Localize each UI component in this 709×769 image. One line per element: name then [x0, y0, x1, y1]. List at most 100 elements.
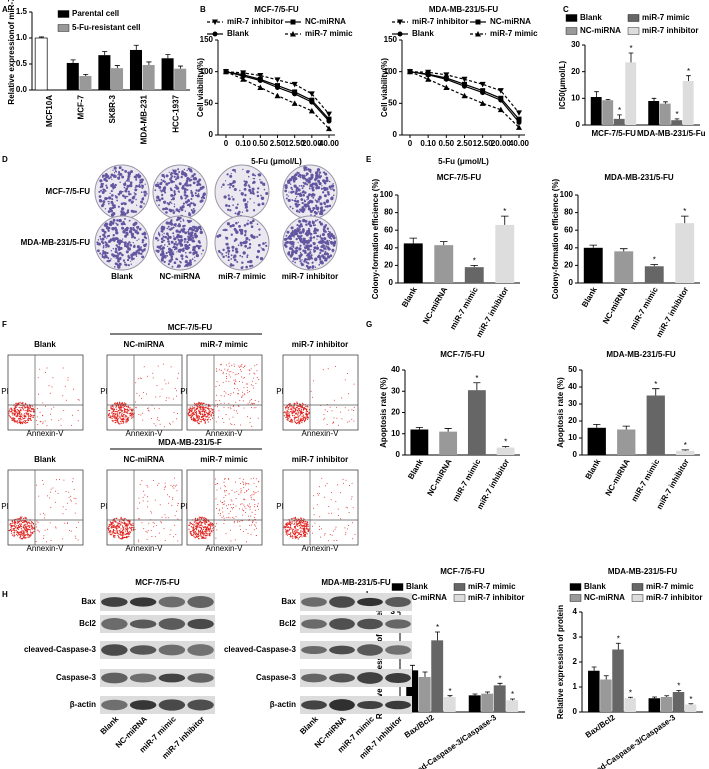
legend-label: miR-7 mimic [305, 29, 353, 38]
bar [66, 62, 79, 90]
band [101, 597, 128, 607]
y-tick-label: 0.0 [16, 85, 28, 94]
chart-title: MDA-MB-231/5-FU [429, 5, 499, 14]
legend-label: miR-7 mimic [468, 582, 516, 591]
y-tick-label: 50 [568, 365, 577, 374]
point [407, 68, 413, 75]
axis-label: PI [180, 502, 188, 511]
y-axis-label: Colony-formation efficience (%) [551, 178, 560, 299]
panel-label: D [2, 155, 8, 164]
y-tick-label: 4 [573, 607, 578, 616]
bar [646, 395, 665, 455]
bar [129, 49, 142, 90]
y-tick-label: 40 [568, 382, 577, 391]
x-tick-label: MCF-7/5-FU [592, 129, 637, 138]
colonies [154, 216, 205, 268]
row-label: MDA-MB-231/5-FU [21, 238, 91, 247]
bar [98, 55, 111, 90]
significance-marker: * [511, 690, 514, 699]
error-bar [500, 215, 509, 225]
y-tick-label: 100 [384, 67, 398, 76]
plot-title: Blank [34, 340, 56, 349]
point [275, 85, 280, 90]
error-bar [83, 74, 89, 76]
legend-label: miR-7 inhibitor [412, 17, 468, 26]
band [357, 700, 383, 710]
x-axis-label: 5-Fu (μmol/L) [251, 157, 302, 166]
error-bar [589, 244, 598, 248]
y-tick-label: 0 [576, 120, 581, 129]
band [129, 645, 157, 655]
error-bar [617, 114, 622, 119]
axis-label: Annexin-V [206, 429, 244, 438]
y-tick-label: 0 [393, 130, 398, 139]
column-label: miR-7 inhibitor [282, 272, 338, 281]
point [479, 81, 486, 88]
point [309, 99, 315, 105]
legend-label: Blank [227, 29, 249, 38]
axis-label: PI [180, 387, 188, 396]
chart-title: MDA-MB-231/5-FU [606, 350, 676, 359]
error-bar [686, 75, 691, 81]
x-tick-label: MDA-MB-231/5-Fu [637, 129, 706, 138]
point [257, 72, 264, 79]
x-tick-label: miR-7 inhibitor [654, 286, 690, 339]
x-tick-label: Blank [584, 457, 603, 481]
lane-label: Blank [298, 714, 320, 736]
band [385, 596, 411, 608]
bar [406, 670, 419, 712]
point [291, 81, 298, 88]
bar [588, 670, 600, 712]
events [8, 478, 79, 543]
error-bar [593, 424, 601, 428]
y-tick-label: 50 [388, 98, 397, 107]
band [385, 700, 411, 710]
blot-strip [300, 615, 412, 633]
band [158, 644, 186, 656]
blot-strip [300, 593, 412, 611]
error-bar [415, 426, 423, 430]
legend-label: miR-7 inhibitor [227, 17, 283, 26]
error-bar [650, 264, 659, 267]
significance-marker: * [684, 441, 687, 450]
point [240, 73, 246, 79]
error-bar [651, 97, 657, 101]
bar [660, 697, 673, 712]
axis-label: Annexin-V [27, 429, 65, 438]
error-bar [688, 703, 694, 705]
y-tick-label: 150 [200, 35, 214, 44]
y-tick-label: 2 [573, 657, 578, 666]
point [443, 84, 450, 90]
axis-label: PI [276, 387, 284, 396]
axis-label: Annexin-V [302, 544, 340, 553]
x-tick-label: 0.10 [420, 139, 436, 148]
x-tick-label: 0 [224, 139, 229, 148]
error-bar [470, 265, 479, 268]
events [283, 477, 356, 542]
error-bar [510, 698, 515, 701]
bar [613, 118, 625, 125]
protein-label: β-actin [270, 700, 296, 709]
band [187, 644, 214, 656]
significance-marker: * [629, 44, 632, 53]
point [223, 68, 229, 75]
quadrant [8, 470, 83, 545]
panel-label: G [366, 320, 372, 329]
legend-label: NC-miRNA [305, 17, 346, 26]
legend-marker [475, 19, 481, 25]
bar [464, 267, 484, 283]
error-bar [680, 215, 689, 224]
band [129, 673, 157, 683]
flow-plot [186, 469, 263, 546]
legend-label: NC-miRNA [406, 593, 447, 602]
x-tick-label: cleaved-Caspase-3/Caspase-3 [399, 713, 498, 769]
error-bar [663, 101, 668, 104]
bar [418, 677, 431, 712]
y-tick-label: 3 [391, 607, 396, 616]
significance-marker: * [504, 438, 507, 447]
panel-label: B [200, 5, 206, 14]
significance-marker: * [687, 67, 690, 76]
y-tick-label: 50 [204, 98, 213, 107]
